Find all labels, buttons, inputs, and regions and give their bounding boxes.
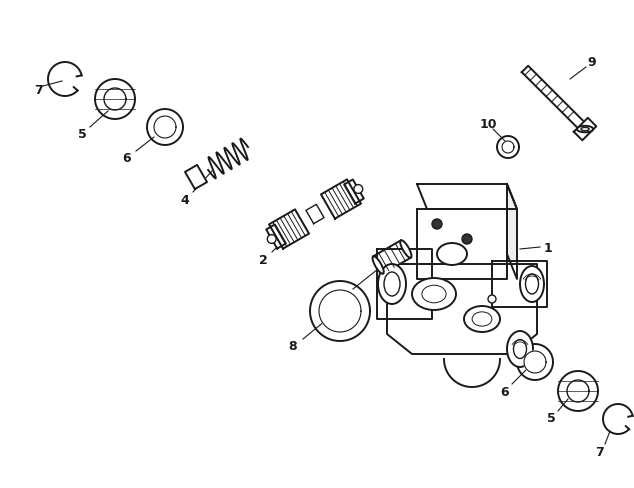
Polygon shape: [492, 262, 547, 307]
Text: 1: 1: [543, 241, 552, 254]
Polygon shape: [310, 282, 370, 341]
Polygon shape: [507, 184, 517, 280]
Polygon shape: [502, 142, 514, 154]
Polygon shape: [321, 180, 361, 219]
Polygon shape: [387, 264, 537, 354]
Polygon shape: [377, 249, 432, 319]
Polygon shape: [517, 345, 553, 380]
Polygon shape: [266, 225, 286, 249]
Text: 5: 5: [547, 412, 555, 425]
Ellipse shape: [514, 340, 526, 359]
Ellipse shape: [378, 264, 406, 305]
Text: 2: 2: [259, 253, 268, 266]
Ellipse shape: [400, 241, 411, 258]
Circle shape: [462, 235, 472, 244]
Ellipse shape: [581, 128, 589, 131]
Text: 5: 5: [77, 128, 86, 141]
Ellipse shape: [354, 185, 363, 194]
Polygon shape: [567, 380, 589, 402]
Polygon shape: [574, 119, 597, 141]
Polygon shape: [147, 110, 183, 146]
Polygon shape: [522, 67, 588, 133]
Polygon shape: [319, 290, 361, 332]
Polygon shape: [558, 371, 598, 411]
Polygon shape: [524, 351, 546, 373]
Polygon shape: [154, 117, 176, 139]
Polygon shape: [269, 210, 309, 249]
Polygon shape: [417, 184, 517, 209]
Polygon shape: [104, 89, 126, 111]
Ellipse shape: [422, 285, 446, 303]
Polygon shape: [185, 165, 207, 190]
Ellipse shape: [384, 272, 400, 296]
Text: 8: 8: [288, 340, 297, 353]
Ellipse shape: [520, 266, 544, 303]
Polygon shape: [444, 359, 500, 387]
Polygon shape: [417, 209, 507, 280]
Polygon shape: [373, 241, 411, 274]
Ellipse shape: [577, 126, 593, 133]
Ellipse shape: [268, 235, 276, 244]
Text: 4: 4: [181, 193, 190, 206]
Text: 6: 6: [501, 385, 509, 398]
Polygon shape: [344, 180, 364, 204]
Ellipse shape: [507, 331, 533, 367]
Ellipse shape: [464, 306, 500, 332]
Circle shape: [432, 220, 442, 229]
Polygon shape: [95, 80, 135, 120]
Text: 3: 3: [340, 290, 348, 303]
Polygon shape: [497, 137, 519, 159]
Text: 7: 7: [595, 446, 604, 459]
Circle shape: [488, 295, 496, 304]
Ellipse shape: [526, 274, 538, 294]
Text: 10: 10: [479, 117, 497, 130]
Text: 9: 9: [588, 55, 597, 68]
Ellipse shape: [472, 312, 492, 326]
Text: 6: 6: [123, 151, 131, 164]
Ellipse shape: [437, 244, 467, 265]
Text: 7: 7: [34, 83, 42, 96]
Ellipse shape: [373, 257, 384, 274]
Ellipse shape: [412, 279, 456, 310]
Polygon shape: [306, 205, 324, 224]
